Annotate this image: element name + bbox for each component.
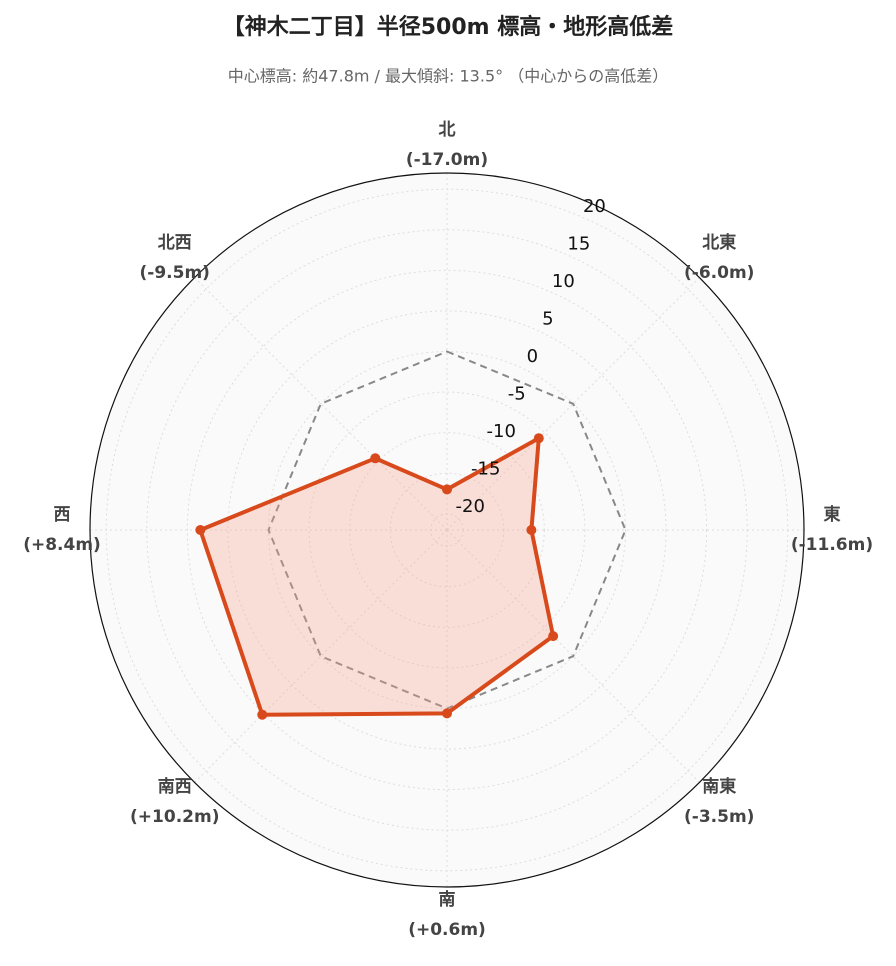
data-point [195, 525, 206, 535]
grid-circle [308, 391, 586, 669]
chart-title: 【神木二丁目】半径500m 標高・地形高低差 [223, 14, 674, 40]
data-point [442, 708, 452, 719]
r-tick-label: 15 [567, 234, 590, 255]
r-tick-label: -15 [471, 459, 500, 480]
category-label: 東 [824, 504, 841, 525]
value-label: (+0.6m) [408, 920, 486, 940]
r-tick-label: 0 [527, 346, 538, 367]
data-point [370, 453, 381, 464]
value-label: (-3.5m) [684, 807, 754, 827]
category-label: 北 [439, 120, 456, 140]
category-label: 北東 [702, 232, 736, 253]
outer-circle [89, 172, 805, 888]
r-tick-label: 5 [542, 309, 553, 330]
data-point [526, 525, 537, 535]
category-label: 南東 [702, 776, 736, 797]
grid-circle [227, 310, 667, 750]
data-point [548, 631, 559, 642]
r-tick-label: -20 [456, 496, 485, 517]
category-label: 南西 [158, 776, 192, 797]
value-label: (-9.5m) [140, 263, 210, 283]
r-tick-label: -10 [487, 421, 516, 442]
category-label: 北西 [158, 233, 192, 253]
value-label: (+10.2m) [130, 807, 219, 827]
value-label: (-11.6m) [791, 535, 873, 555]
grid-circle [349, 432, 545, 628]
r-tick-label: 20 [583, 196, 606, 217]
category-label: 西 [54, 505, 71, 525]
data-point [533, 433, 544, 444]
chart-subtitle: 中心標高: 約47.8m / 最大傾斜: 13.5° （中心からの高低差） [228, 67, 668, 86]
data-point [257, 709, 268, 720]
grid-circle [186, 269, 708, 791]
value-label: (+8.4m) [23, 535, 101, 555]
r-tick-label: 10 [552, 271, 575, 292]
data-point [442, 484, 452, 495]
category-label: 南 [439, 889, 456, 910]
value-label: (-17.0m) [406, 150, 488, 170]
value-label: (-6.0m) [684, 263, 754, 283]
r-tick-label: -5 [508, 384, 526, 405]
